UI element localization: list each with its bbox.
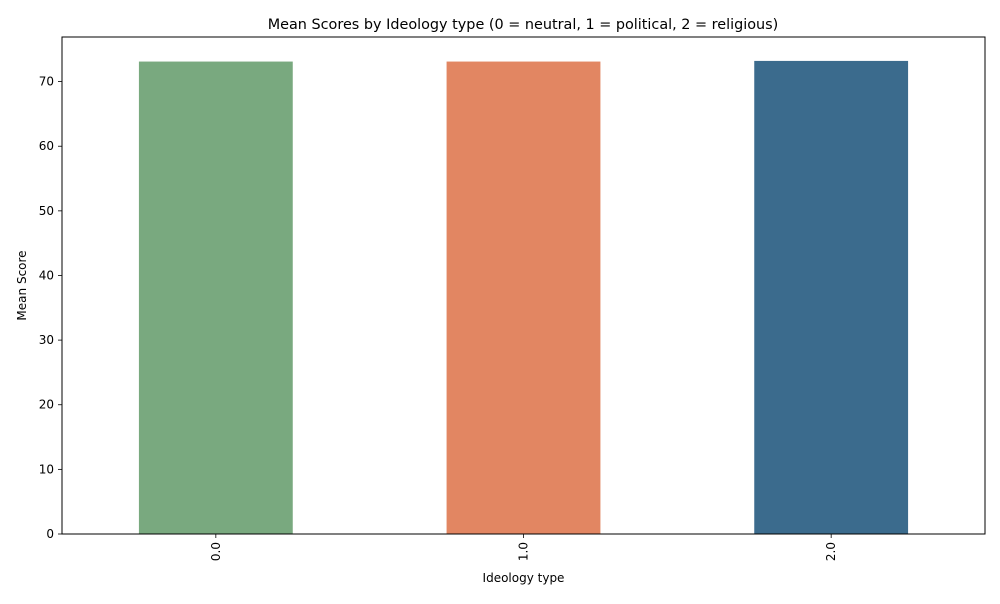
bar-0.0 xyxy=(138,61,293,534)
bar-2.0 xyxy=(754,60,909,534)
y-tick-label: 20 xyxy=(39,398,54,412)
y-axis: 0 10 20 30 40 50 60 70 xyxy=(39,75,62,541)
y-tick-label: 10 xyxy=(39,462,54,476)
chart-title: Mean Scores by Ideology type (0 = neutra… xyxy=(268,17,779,33)
y-tick-label: 30 xyxy=(39,333,54,347)
y-axis-label: Mean Score xyxy=(15,250,29,320)
x-tick-label: 1.0 xyxy=(517,542,531,561)
y-tick-label: 70 xyxy=(39,75,54,89)
y-tick-label: 40 xyxy=(39,268,54,282)
plot-frame xyxy=(61,36,986,535)
bar-1.0 xyxy=(446,61,601,534)
y-tick-label: 60 xyxy=(39,139,54,153)
bars-layer xyxy=(138,60,909,534)
x-tick-label: 2.0 xyxy=(824,542,838,561)
y-tick-label: 50 xyxy=(39,204,54,218)
x-tick-label: 0.0 xyxy=(209,542,223,561)
x-axis-label: Ideology type xyxy=(483,571,565,585)
y-tick-label: 0 xyxy=(46,527,54,541)
x-axis: 0.0 1.0 2.0 xyxy=(209,534,838,561)
